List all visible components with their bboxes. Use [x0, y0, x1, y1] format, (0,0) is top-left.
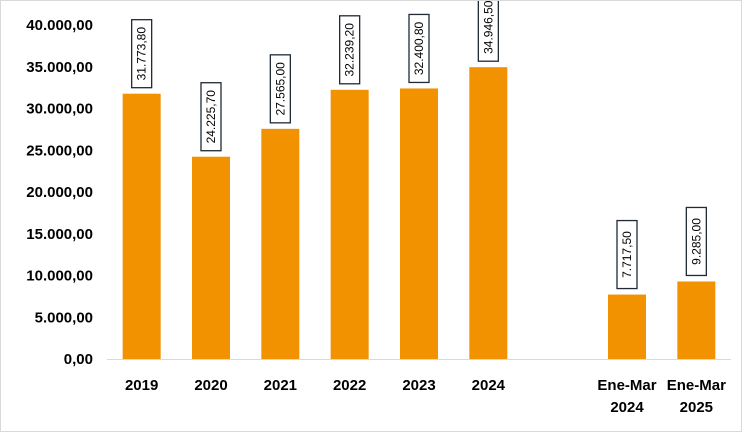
- x-category-label: 2022: [333, 377, 366, 394]
- x-category-label: 2023: [402, 377, 435, 394]
- y-tick-label: 25.000,00: [26, 142, 93, 159]
- bar: [261, 128, 300, 359]
- data-label-box: [339, 15, 361, 85]
- y-tick-label: 5.000,00: [35, 309, 93, 326]
- data-label: 9.285,00: [689, 218, 703, 265]
- y-tick-label: 15.000,00: [26, 226, 93, 243]
- data-label-box: [131, 19, 153, 89]
- bar: [330, 89, 369, 360]
- data-label-box: [408, 13, 430, 84]
- x-category-label: 2020: [194, 377, 227, 394]
- y-tick-label: 20.000,00: [26, 184, 93, 201]
- y-tick-label: 10.000,00: [26, 268, 93, 285]
- data-label-box: [616, 219, 638, 290]
- x-category-label: 2021: [264, 377, 297, 394]
- x-category-label: 2019: [125, 377, 158, 394]
- x-category-label: 2024: [472, 377, 506, 394]
- y-tick-label: 35.000,00: [26, 59, 93, 76]
- data-label: 24.225,70: [204, 90, 218, 144]
- data-label: 31.773,80: [135, 27, 149, 81]
- data-label: 32.400,80: [412, 21, 426, 75]
- x-category-label: 2024: [610, 399, 644, 416]
- data-label: 7.717,50: [620, 231, 634, 278]
- y-tick-label: 40.000,00: [26, 17, 93, 34]
- data-label: 32.239,20: [343, 23, 357, 77]
- bar: [469, 67, 508, 360]
- bar: [677, 281, 716, 359]
- bar: [192, 156, 230, 359]
- x-category-label: Ene-Mar: [667, 377, 726, 394]
- data-label-box: [269, 54, 291, 124]
- bar: [400, 88, 438, 360]
- data-label-box: [477, 1, 499, 62]
- bar: [122, 93, 161, 359]
- data-label: 34.946,50: [481, 1, 495, 54]
- data-label: 27.565,00: [273, 62, 287, 116]
- x-category-label: 2025: [680, 399, 713, 416]
- data-label-box: [685, 206, 707, 277]
- x-category-label: Ene-Mar: [597, 377, 656, 394]
- data-label-box: [200, 82, 222, 152]
- bar: [608, 294, 646, 359]
- y-tick-label: 30.000,00: [26, 101, 93, 118]
- y-tick-label: 0,00: [64, 351, 93, 368]
